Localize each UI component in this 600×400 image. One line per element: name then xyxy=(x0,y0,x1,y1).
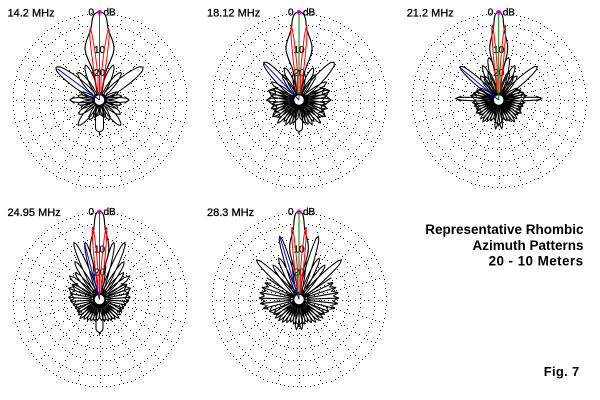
svg-text:0: 0 xyxy=(288,207,294,218)
svg-text:dB: dB xyxy=(104,207,117,218)
svg-text:14.2 MHz: 14.2 MHz xyxy=(8,7,55,19)
svg-text:0: 0 xyxy=(288,8,294,19)
svg-text:21.2 MHz: 21.2 MHz xyxy=(407,7,454,19)
svg-text:Azimuth Patterns: Azimuth Patterns xyxy=(472,238,583,253)
svg-text:28.3 MHz: 28.3 MHz xyxy=(207,207,254,219)
svg-text:dB: dB xyxy=(503,8,516,19)
svg-text:Fig. 7: Fig. 7 xyxy=(544,364,580,379)
svg-text:dB: dB xyxy=(303,207,316,218)
svg-text:dB: dB xyxy=(303,8,316,19)
svg-text:20 - 10 Meters: 20 - 10 Meters xyxy=(489,254,584,269)
svg-text:18.12 MHz: 18.12 MHz xyxy=(207,7,260,19)
svg-text:dB: dB xyxy=(104,8,117,19)
svg-text:24.95 MHz: 24.95 MHz xyxy=(8,207,61,219)
svg-text:0: 0 xyxy=(488,8,494,19)
svg-text:Representative Rhombic: Representative Rhombic xyxy=(425,222,584,237)
svg-text:0: 0 xyxy=(88,8,94,19)
svg-text:0: 0 xyxy=(88,207,94,218)
